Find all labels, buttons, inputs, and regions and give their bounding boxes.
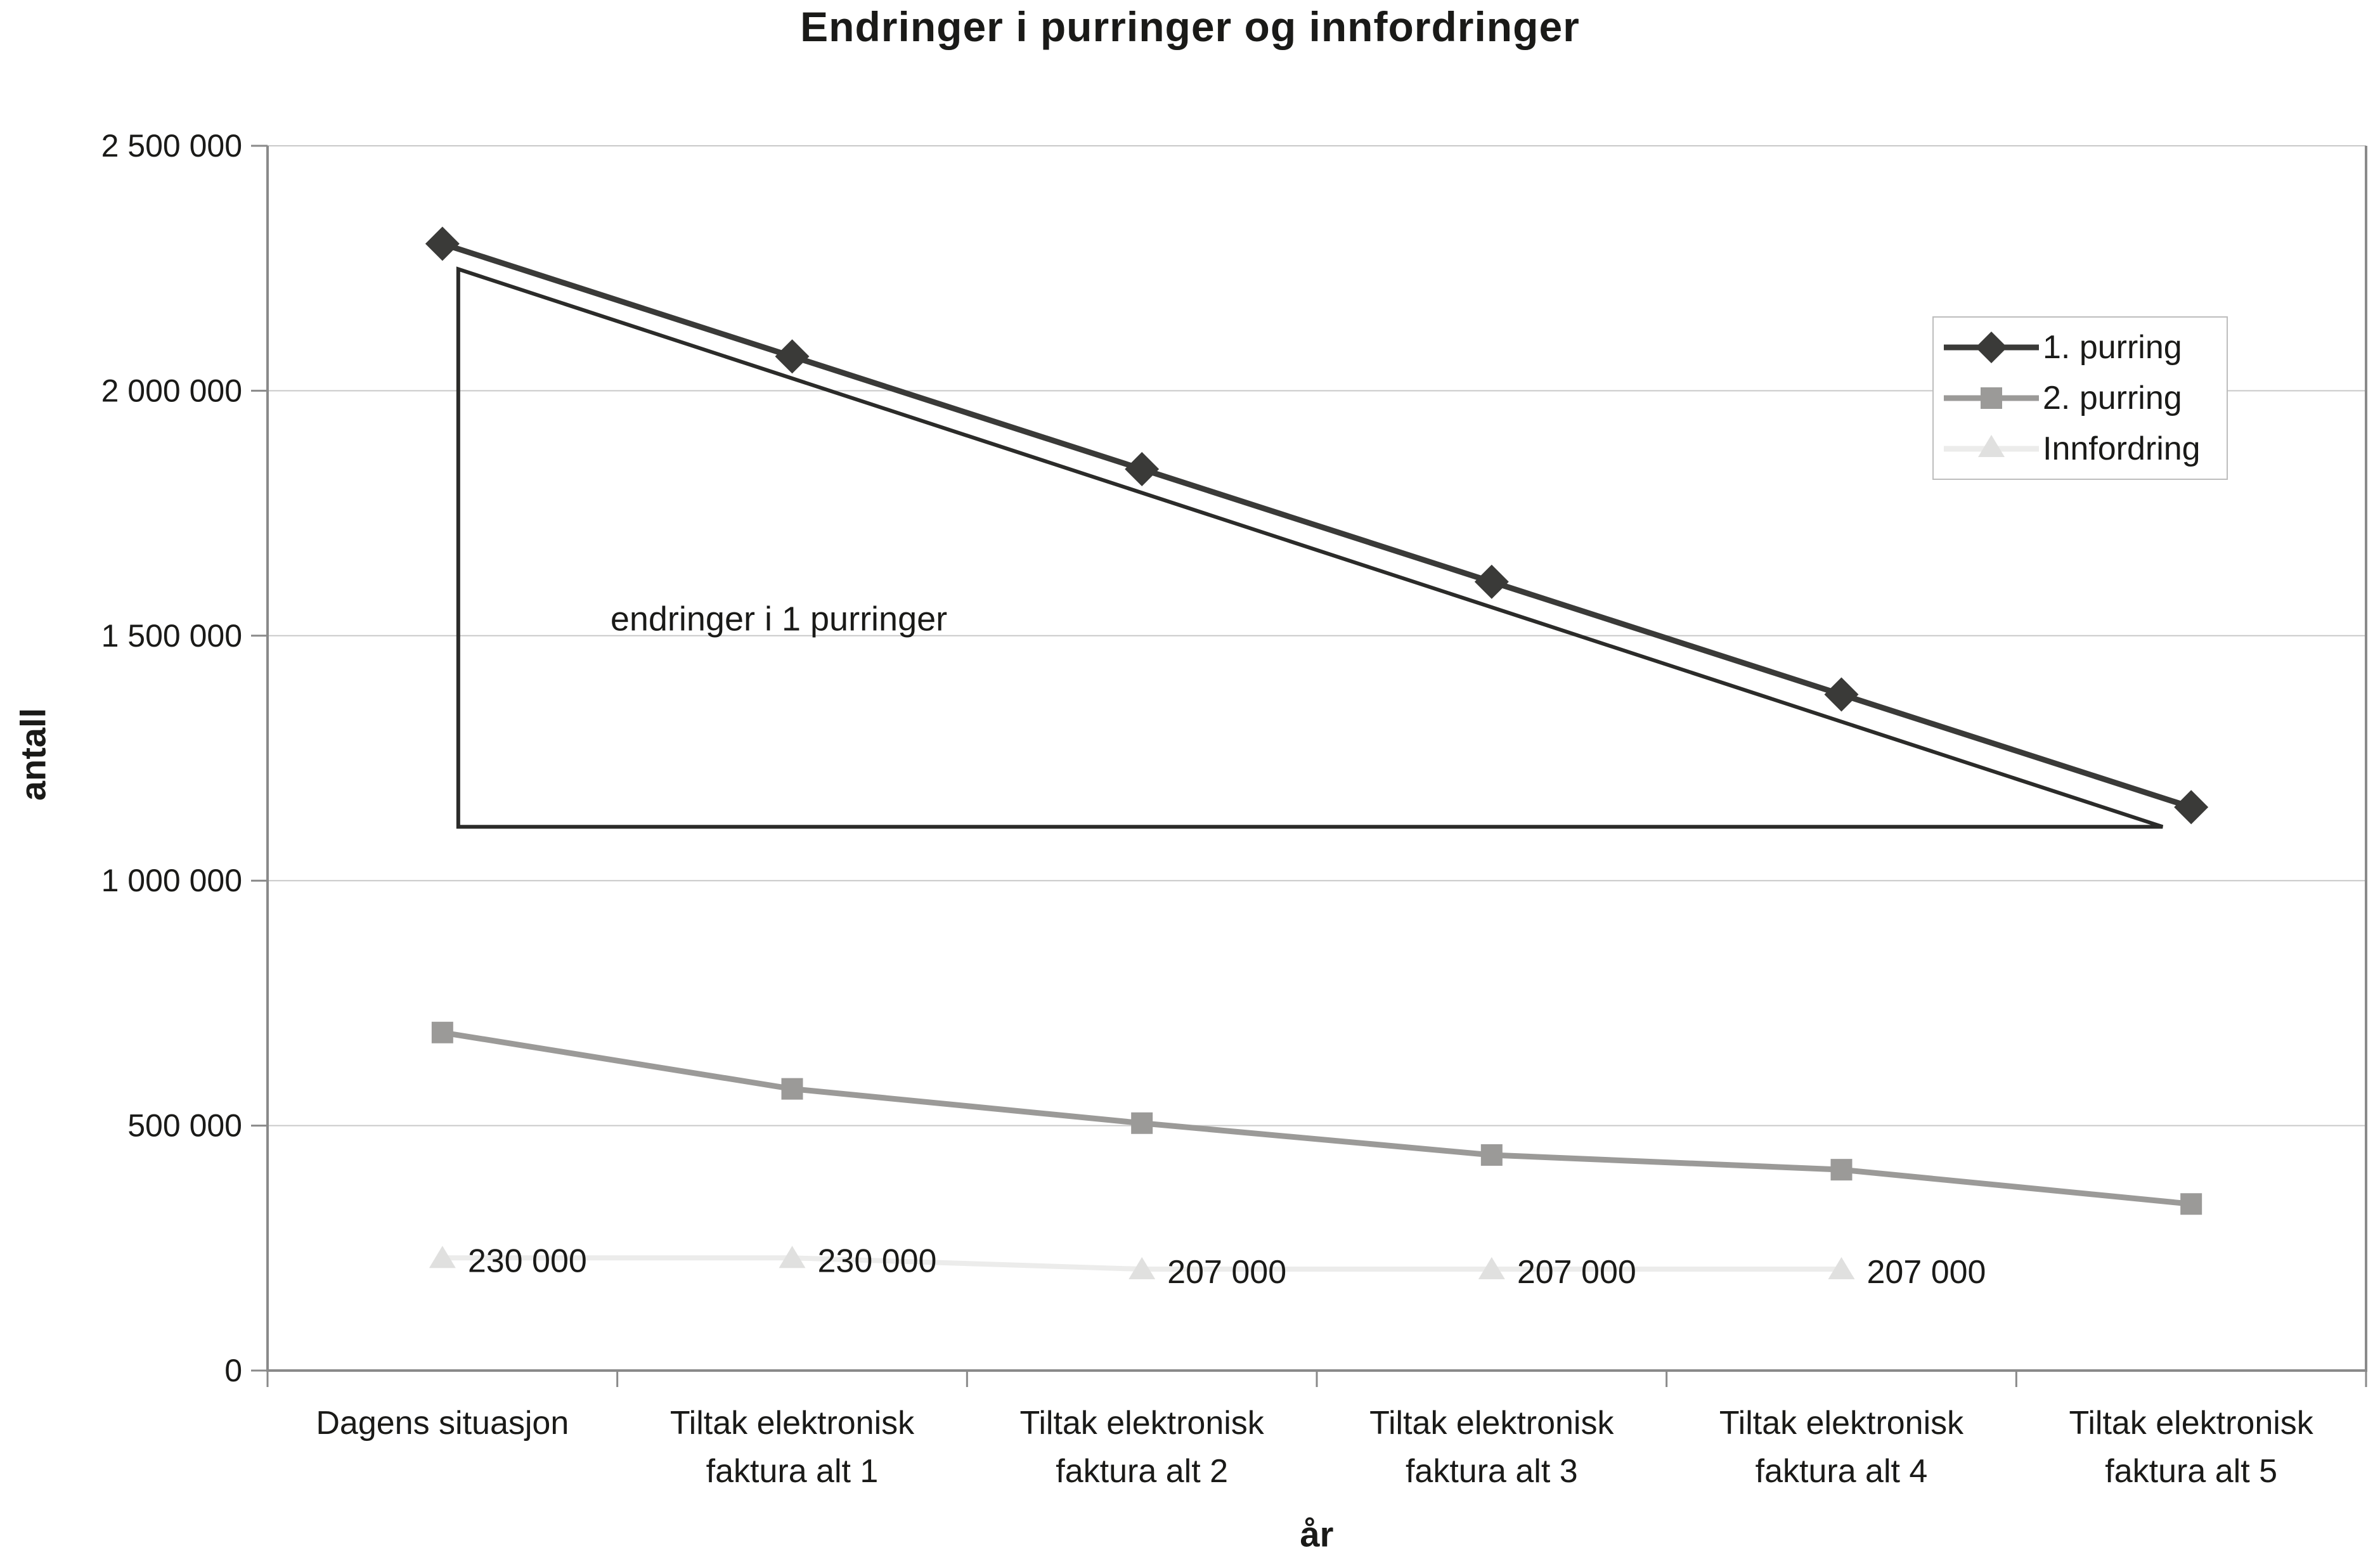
annotation-text: endringer i 1 purringer [611, 600, 947, 638]
data-label: 207 000 [1167, 1254, 1286, 1291]
data-label: 207 000 [1517, 1254, 1636, 1291]
square-legend-icon [1944, 387, 2039, 409]
square-marker [2180, 1193, 2202, 1215]
series-line-1-purring [441, 241, 2192, 810]
legend-item-label: Innfordring [2043, 430, 2201, 467]
diamond-marker [775, 339, 810, 374]
diamond-marker [1824, 677, 1859, 712]
y-tick-label: 1 000 000 [101, 863, 242, 898]
x-tick-label: faktura alt 1 [706, 1453, 879, 1490]
square-marker [1480, 1144, 1503, 1166]
square-marker [1830, 1159, 1853, 1181]
y-tick-label: 0 [224, 1353, 242, 1388]
x-tick-label: faktura alt 4 [1756, 1453, 1928, 1490]
data-label: 230 000 [818, 1242, 937, 1279]
x-tick-label: Tiltak elektronisk [1369, 1405, 1614, 1442]
series-line-2-purring [442, 1030, 2192, 1207]
triangle-marker [1129, 1257, 1156, 1280]
x-tick-label: Tiltak elektronisk [670, 1405, 915, 1442]
x-tick-label: Tiltak elektronisk [1719, 1405, 1964, 1442]
data-label: 230 000 [468, 1242, 587, 1279]
legend-item-2-purring: 2. purring [1934, 373, 2227, 423]
legend-item-innfordring: Innfordring [1934, 423, 2227, 474]
x-tick-label: faktura alt 2 [1056, 1453, 1228, 1490]
x-tick-label: Dagens situasjon [316, 1405, 569, 1442]
annotation-triangle [456, 266, 2164, 829]
x-tick-label: Tiltak elektronisk [1020, 1405, 1265, 1442]
y-tick-label: 500 000 [127, 1108, 242, 1144]
diamond-marker [2174, 790, 2209, 825]
diamond-marker [1474, 564, 1509, 599]
x-tick-label: faktura alt 3 [1406, 1453, 1578, 1490]
legend-item-label: 2. purring [2043, 380, 2182, 416]
diamond-legend-icon [1944, 332, 2039, 363]
y-tick-label: 2 000 000 [101, 373, 242, 408]
square-marker [1131, 1112, 1153, 1134]
x-tick-label: faktura alt 5 [2105, 1453, 2277, 1490]
triangle-marker [779, 1246, 806, 1268]
diamond-marker [425, 226, 460, 261]
x-tick-label: Tiltak elektronisk [2069, 1405, 2314, 1442]
chart-title: Endringer i purringer og innfordringer [800, 3, 1580, 50]
square-marker [781, 1078, 803, 1100]
x-axis-title: år [1300, 1514, 1334, 1554]
legend-item-label: 1. purring [2043, 329, 2182, 366]
data-label: 207 000 [1867, 1254, 1986, 1291]
triangle-legend-icon [1944, 435, 2039, 457]
triangle-marker [1828, 1257, 1855, 1280]
legend: 1. purring 2. purring Innfordring [1932, 316, 2228, 480]
legend-item-1-purring: 1. purring [1934, 322, 2227, 373]
triangle-marker [1478, 1257, 1505, 1280]
diamond-marker [1125, 452, 1160, 487]
triangle-marker [429, 1246, 456, 1268]
square-marker [431, 1021, 453, 1043]
y-tick-label: 2 500 000 [101, 128, 242, 164]
y-tick-label: 1 500 000 [101, 618, 242, 654]
